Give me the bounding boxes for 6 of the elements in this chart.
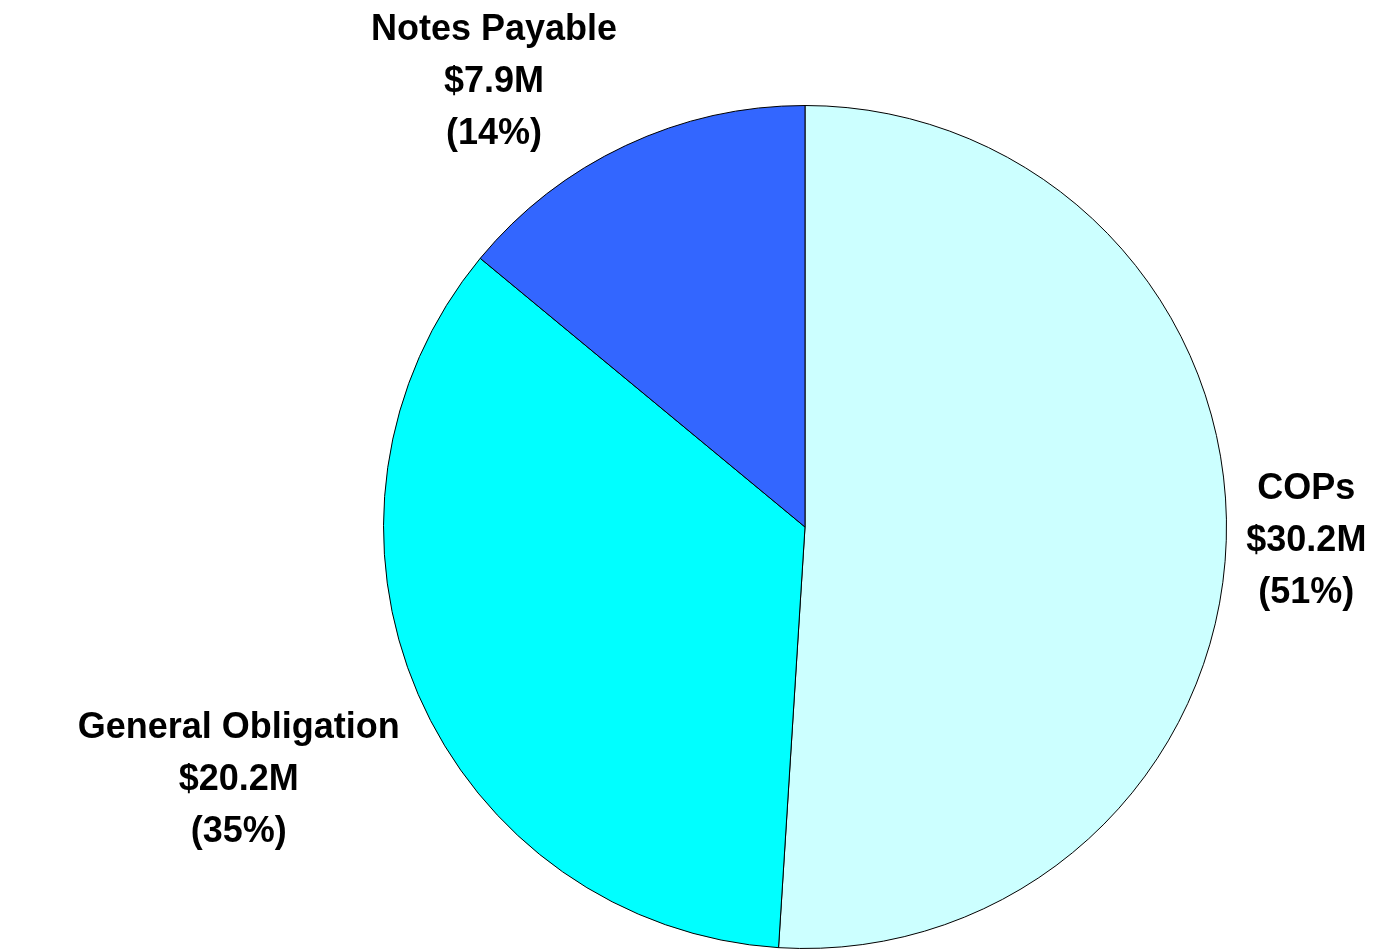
data-label: $30.2M (51%): [1246, 517, 1367, 611]
data-label: $20.2M (35%): [178, 757, 299, 851]
slice-label: General Obligation: [77, 705, 400, 747]
slice-label: Notes Payable: [370, 6, 618, 48]
data-label: $7.9M (14%): [443, 58, 544, 152]
slice-label: COPs: [1257, 465, 1356, 507]
